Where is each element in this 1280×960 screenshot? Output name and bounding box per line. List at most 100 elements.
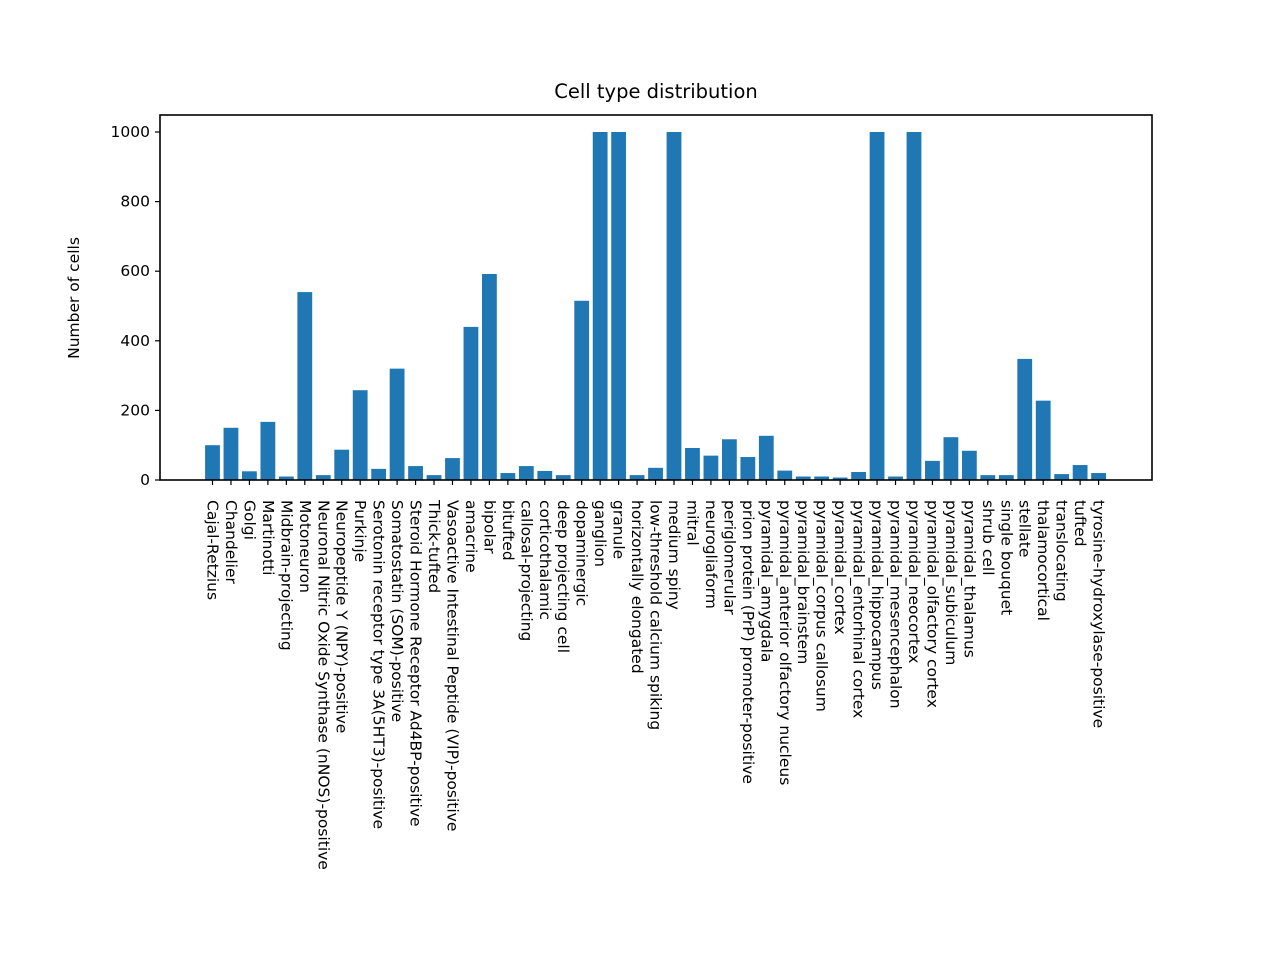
bar [758,435,774,480]
bar [297,292,313,480]
y-tick-label: 400 [120,332,150,350]
bar [721,439,737,480]
bar [943,437,959,480]
x-tick-label: dopaminergic [573,500,591,606]
bar [998,475,1014,480]
x-tick-label: stellate [1016,500,1034,557]
x-tick-label: deep projecting cell [554,500,572,653]
x-tick-label: Serotonin receptor type 3A(5HT3)-positiv… [370,500,388,829]
bar [371,468,387,480]
y-tick-label: 800 [120,193,150,211]
x-tick-label: Purkinje [351,500,369,562]
x-tick-label: pyramidal_olfactory cortex [922,500,941,708]
bar [537,470,553,480]
x-tick-label: Golgi [240,500,258,540]
x-tick-label: Thick-tufted [425,499,443,593]
bar [703,455,719,480]
bar [851,472,866,480]
bar [260,421,276,480]
bar [426,475,442,480]
bar [685,447,700,480]
bar [648,467,663,480]
x-tick-label: pyramidal_brainstem [793,500,812,664]
bar [1054,474,1070,480]
x-tick-label: shrub cell [979,500,997,576]
bar [278,476,294,480]
x-tick-label: low-threshold calcium spiking [647,500,665,730]
bar [1072,465,1088,480]
x-tick-label: Midbrain-projecting [277,500,295,651]
x-tick-label: Steroid Hormone Receptor Ad4BP-positive [407,500,425,827]
x-tick-label: corticothalamic [536,500,554,620]
bars-group [205,132,1106,480]
x-tick-label: pyramidal_thalamus [959,500,978,658]
bar [592,132,608,480]
y-tick-label: 1000 [111,123,150,141]
x-tick-label: Neuropeptide Y (NPY)-positive [333,500,351,733]
y-axis: 0 200 400 600 800 1000 [111,123,160,489]
y-tick-label: 200 [120,401,150,419]
x-tick-label: Somatostatin (SOM)-positive [388,500,406,722]
x-tick-label: translocating [1053,500,1071,602]
bar [1035,400,1051,480]
x-tick-label: thalamocortical [1034,500,1052,621]
x-tick-label: pyramidal_hippocampus [867,500,886,690]
bar [777,470,793,480]
bar [1017,358,1033,480]
bar [961,450,977,480]
bar [666,132,682,480]
x-tick-label: Cajal-Retzius [204,500,222,600]
x-tick-label: single bouquet [997,500,1015,615]
x-tick-label: periglomerular [720,500,738,615]
x-tick-label: tyrosine-hydroxylase-positive [1090,500,1108,728]
y-axis-label: Number of cells [65,237,83,359]
bar [463,326,479,480]
bar [795,476,811,480]
bar [611,132,627,480]
x-tick-label: granule [610,500,628,559]
x-tick-label: pyramidal_entorhinal cortex [849,500,868,718]
x-tick-label: Vasoactive Intestinal Peptide (VIP)-posi… [443,500,461,831]
bar [1091,473,1106,480]
x-tick-label: neurogliaform [702,500,720,609]
y-tick-label: 0 [140,471,150,489]
plot-frame [159,114,1153,481]
x-tick-label: Chandelier [222,500,240,584]
x-axis: Cajal-Retzius Chandelier Golgi Martinotti Mi… [204,480,1108,870]
x-tick-label: bipolar [480,500,498,554]
y-tick-label: 600 [120,262,150,280]
x-tick-label: mitral [683,500,701,546]
bar [888,476,903,480]
bar [334,449,350,480]
bar [555,475,571,480]
x-tick-label: pyramidal_neocortex [904,500,923,663]
x-tick-label: pyramidal_anterior olfactory nucleus [775,500,794,785]
bar [980,475,996,480]
bar [814,476,830,480]
x-tick-label: tufted [1071,500,1089,547]
x-tick-label: prion protein (PrP) promoter-positive [739,500,757,784]
bar [629,475,645,480]
bar [906,132,922,480]
bar [445,458,460,480]
x-tick-label: ganglion [591,500,609,567]
chart-title: Cell type distribution [554,80,758,103]
bar [925,460,940,480]
x-tick-label: bitufted [499,500,517,561]
bar [869,132,885,480]
x-tick-label: pyramidal_corpus callosum [812,500,831,712]
bar [832,477,848,480]
x-tick-label: horizontally elongated [628,500,646,674]
x-tick-label: pyramidal_amygdala [756,500,775,662]
x-tick-label: Martinotti [259,500,277,575]
x-tick-label: pyramidal_subiculum [941,500,960,665]
bar [518,466,534,480]
bar [740,457,756,480]
bar [389,368,405,480]
x-tick-label: pyramidal_cortex [830,500,849,635]
x-tick-label: Neuronal Nitric Oxide Synthase (nNOS)-po… [314,500,332,870]
bar [223,427,239,480]
x-tick-label: callosal-projecting [517,500,535,641]
x-tick-label: medium spiny [665,500,683,610]
